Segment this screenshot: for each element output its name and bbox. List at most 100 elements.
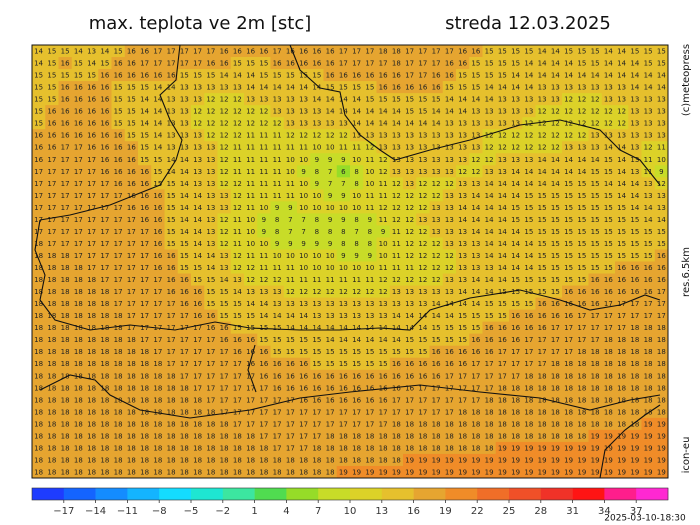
cell-value: 16 [153,240,162,248]
grid-cell [575,45,589,58]
cell-value: 17 [339,48,348,56]
cell-value: 15 [577,48,586,56]
cell-value: 13 [418,216,427,224]
cell-value: 18 [485,444,494,452]
cell-value: 12 [233,192,242,200]
cell-value: 11 [299,144,308,152]
cell-value: 13 [312,312,321,320]
cell-value: 18 [591,384,600,392]
cell-value: 18 [61,324,70,332]
cell-value: 15 [47,84,56,92]
cell-value: 10 [326,252,335,260]
cell-value: 14 [180,228,189,236]
cell-value: 11 [259,264,268,272]
cell-value: 14 [511,72,520,80]
grid-cell [244,57,258,70]
cell-value: 18 [167,468,176,476]
cell-value: 18 [87,348,96,356]
cell-value: 18 [405,420,414,428]
cell-value: 8 [368,228,372,236]
cell-value: 17 [591,312,600,320]
cell-value: 14 [312,96,321,104]
cell-value: 18 [339,456,348,464]
cell-value: 17 [206,336,215,344]
cell-value: 8 [354,216,358,224]
cell-value: 8 [368,240,372,248]
grid-cell [58,45,73,58]
cell-value: 14 [392,120,401,128]
cell-value: 18 [644,360,653,368]
cell-value: 17 [180,312,189,320]
cell-value: 14 [498,180,507,188]
cell-value: 13 [538,96,547,104]
cell-value: 13 [644,108,653,116]
cell-value: 18 [114,420,123,428]
cell-value: 19 [617,444,626,452]
cell-value: 12 [206,132,215,140]
cell-value: 11 [352,276,361,284]
cell-value: 16 [326,372,335,380]
cell-value: 9 [315,156,319,164]
grid-cell [495,57,510,70]
cell-value: 18 [458,408,467,416]
cell-value: 10 [246,216,255,224]
cell-value: 18 [127,408,136,416]
cell-value: 15 [365,360,374,368]
cell-value: 18 [61,396,70,404]
cell-value: 14 [498,276,507,284]
cell-value: 18 [392,48,401,56]
cell-value: 17 [100,264,109,272]
cell-value: 18 [418,420,427,428]
cell-value: 11 [259,192,268,200]
grid-cell [323,69,338,82]
cell-value: 16 [114,168,123,176]
cell-value: 13 [644,120,653,128]
colorbar-segment [318,488,351,500]
cell-value: 18 [471,444,480,452]
cell-value: 15 [286,336,295,344]
run-label: 2025-03-10-18:30 [604,514,686,524]
cell-value: 19 [577,456,586,464]
cell-value: 16 [74,120,83,128]
grid-cell [442,57,457,70]
cell-value: 15 [524,204,533,212]
cell-value: 19 [524,468,533,476]
cell-value: 15 [273,324,282,332]
cell-value: 18 [127,360,136,368]
cell-value: 16 [153,264,162,272]
cell-value: 16 [34,144,43,152]
cell-value: 17 [259,408,268,416]
colorbar-segment [540,488,573,500]
cell-value: 18 [445,420,454,428]
cell-value: 9 [354,252,358,260]
cell-value: 15 [564,276,573,284]
cell-value: 12 [233,252,242,260]
cell-value: 14 [604,180,613,188]
cell-value: 12 [326,132,335,140]
grid-cell [124,57,139,70]
cell-value: 14 [153,144,162,152]
cell-value: 15 [564,228,573,236]
cell-value: 14 [630,204,639,212]
cell-value: 8 [354,240,358,248]
grid-cell [138,45,152,58]
cell-value: 13 [392,132,401,140]
grid-cell [588,69,603,82]
cell-value: 19 [405,468,414,476]
cell-value: 14 [485,96,494,104]
cell-value: 17 [591,336,600,344]
cell-value: 18 [220,456,229,464]
cell-value: 17 [61,216,70,224]
cell-value: 15 [564,180,573,188]
cell-value: 16 [153,216,162,224]
cell-value: 14 [233,288,242,296]
cell-value: 17 [74,204,83,212]
cell-value: 16 [87,120,96,128]
cell-value: 15 [564,48,573,56]
colorbar-tick-label: 10 [344,506,357,517]
cell-value: 16 [657,252,666,260]
cell-value: 19 [591,468,600,476]
cell-value: 15 [591,240,600,248]
cell-value: 15 [352,360,361,368]
cell-value: 9 [262,216,266,224]
